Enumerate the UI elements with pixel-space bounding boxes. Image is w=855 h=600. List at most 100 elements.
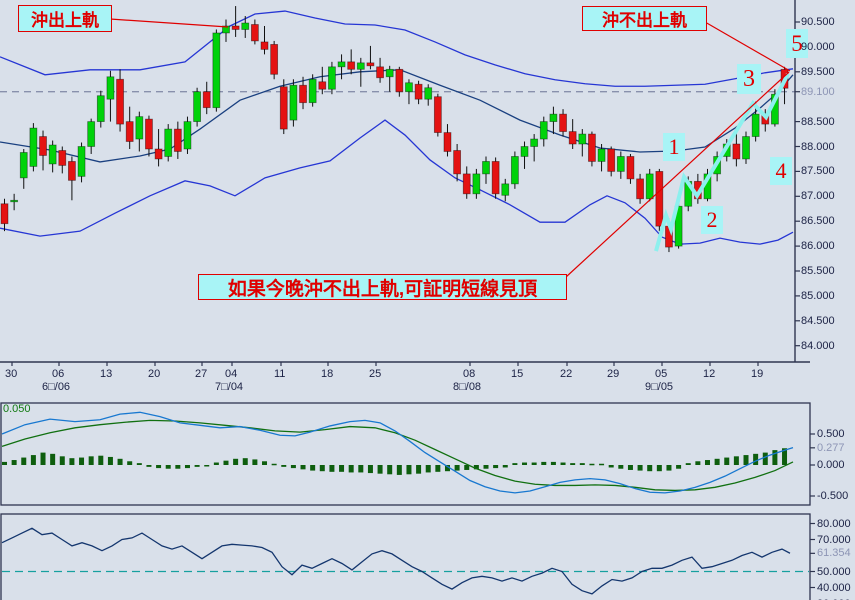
macd-axis-label: 0.500 (817, 428, 845, 440)
candle-body (106, 76, 115, 100)
price-axis-label: 84.000 (801, 339, 835, 352)
macd-histogram-bar (194, 465, 200, 467)
price-axis-label: 90.500 (801, 16, 835, 28)
candle-body (87, 121, 96, 147)
annotation-cannot-break-upper-band[interactable]: 沖不出上軌 (582, 6, 707, 31)
candle-body (299, 84, 307, 104)
macd-histogram-bar (242, 458, 248, 465)
candle-body (501, 183, 510, 196)
macd-axis-label: 0.277 (817, 441, 845, 454)
time-axis-label: 18 (321, 368, 334, 380)
candle-body (588, 133, 596, 162)
wave-label-3[interactable]: 3 (737, 64, 761, 94)
rsi-panel-border (0, 513, 811, 600)
macd-histogram-bar (550, 461, 556, 465)
annotation-bottom-note[interactable]: 如果今晚沖不出上軌,可証明短線見頂 (198, 274, 567, 300)
macd-histogram-bar (136, 463, 142, 465)
macd-histogram-bar (483, 465, 489, 469)
macd-histogram-bar (618, 465, 624, 469)
macd-histogram-bar (714, 458, 720, 465)
macd-histogram-bar (387, 465, 393, 475)
time-axis-label: 04 (225, 368, 238, 380)
candle-body (135, 116, 144, 140)
candle-body (0, 203, 9, 225)
candle-body (10, 199, 19, 203)
macd-histogram-bar (599, 463, 605, 466)
price-axis-label: 90.000 (801, 40, 835, 53)
candle-body (289, 84, 298, 121)
macd-histogram-bar (637, 465, 643, 471)
macd-histogram-bar (339, 465, 345, 472)
macd-histogram-bar (21, 457, 27, 465)
candle-body (376, 66, 384, 79)
time-axis-label: 20 (148, 368, 161, 380)
candle-body (655, 170, 664, 227)
rsi-axis-label: 80.000 (817, 517, 851, 530)
price-axis-label: 86.000 (801, 240, 835, 253)
month-axis-label: 6□/06 (42, 381, 71, 393)
macd-histogram-bar (213, 462, 219, 465)
macd-histogram-bar (358, 465, 364, 473)
candle-body (424, 87, 433, 100)
candle-body (751, 113, 760, 137)
time-axis-label: 22 (560, 368, 573, 380)
macd-histogram-bar (608, 465, 614, 468)
macd-histogram-bar (676, 465, 682, 469)
macd-histogram-bar (40, 452, 46, 465)
macd-histogram-bar (724, 457, 730, 465)
candle-body (96, 95, 105, 123)
macd-histogram-bar (11, 460, 17, 465)
candle-body (520, 146, 529, 157)
macd-signal-line (1, 419, 794, 492)
annotation-pointer-line (565, 71, 790, 278)
candle-body (260, 41, 269, 50)
macd-histogram-bar (98, 455, 104, 465)
macd-histogram-bar (377, 465, 383, 474)
macd-histogram-bar (666, 465, 672, 471)
macd-histogram-bar (762, 452, 768, 465)
wave-label-1[interactable]: 1 (663, 133, 685, 161)
macd-axis-label: 0.000 (817, 459, 845, 471)
macd-panel-border (0, 402, 811, 506)
macd-histogram-bar (454, 465, 460, 471)
rsi-axis-label: 30.000 (817, 598, 851, 600)
macd-histogram-bar (444, 465, 450, 472)
macd-histogram-bar (531, 462, 537, 465)
annotation-break-upper-band[interactable]: 沖出上軌 (18, 5, 112, 32)
macd-dif-line (1, 411, 794, 494)
candle-body (578, 133, 587, 145)
candle-body (173, 128, 182, 152)
macd-histogram-bar (704, 460, 710, 465)
candle-body (231, 25, 240, 30)
annotation-cannot-break-text: 沖不出上軌 (602, 11, 687, 30)
candle-body (472, 173, 481, 195)
wave-label-4[interactable]: 4 (770, 157, 792, 185)
candle-body (145, 118, 153, 150)
macd-histogram-bar (464, 465, 470, 470)
candle-body (636, 178, 644, 200)
candle-body (154, 148, 163, 160)
candle-body (568, 131, 577, 145)
macd-histogram-bar (522, 462, 528, 465)
macd-histogram-bar (782, 448, 788, 465)
macd-histogram-bar (319, 465, 325, 472)
wave-label-2[interactable]: 2 (701, 206, 723, 234)
candle-body (462, 173, 471, 195)
candle-body (48, 144, 57, 165)
candle-body (328, 66, 336, 90)
macd-histogram-bar (184, 465, 190, 469)
wave-label-5[interactable]: 5 (786, 29, 808, 58)
macd-histogram-bar (30, 455, 36, 465)
price-axis-label: 87.500 (801, 165, 835, 178)
price-axis-label: 89.500 (801, 65, 835, 78)
candle-body (68, 161, 76, 181)
macd-histogram-bar (367, 465, 373, 474)
candle-body (202, 91, 211, 109)
candle-body (626, 156, 635, 180)
macd-histogram-bar (473, 465, 479, 470)
month-axis-label: 9□/05 (645, 381, 674, 393)
candle-body (405, 82, 413, 93)
annotation-break-upper-band-text: 沖出上軌 (31, 11, 99, 30)
candle-body (539, 121, 548, 140)
